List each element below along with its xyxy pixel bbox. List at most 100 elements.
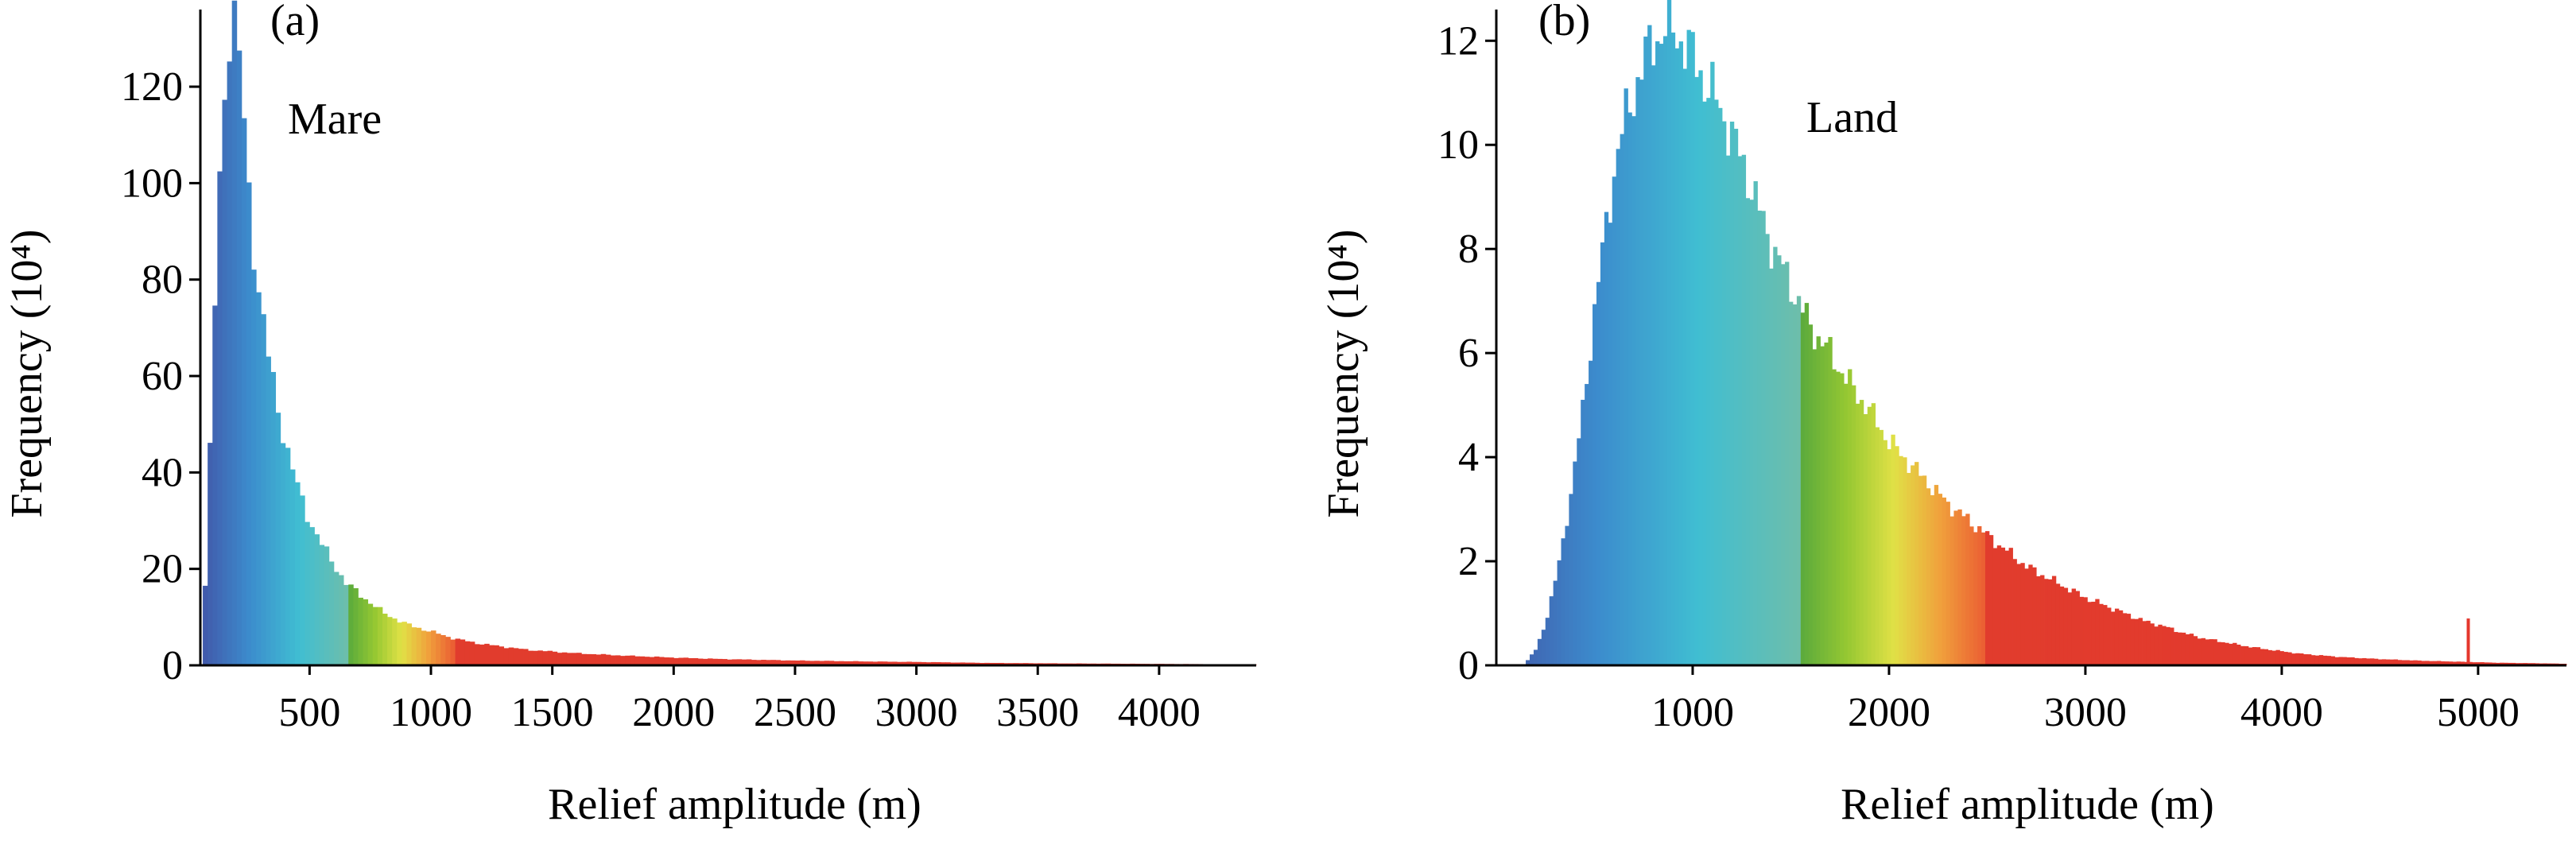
panel-a-bar bbox=[339, 576, 344, 665]
panel-a-bar bbox=[489, 645, 495, 665]
panel-b-bar bbox=[1558, 560, 1562, 665]
panel-a-bar bbox=[620, 656, 626, 665]
panel-b-bar bbox=[2311, 655, 2315, 665]
panel-b-bar bbox=[1627, 113, 1631, 666]
panel-b-bar bbox=[2158, 625, 2162, 665]
panel-a-bar bbox=[596, 654, 602, 665]
panel-a-bar bbox=[630, 656, 635, 665]
panel-a-bar bbox=[314, 534, 320, 665]
panel-b-y-axis-title: Frequency (10⁴) bbox=[1319, 229, 1368, 517]
panel-a-bar bbox=[397, 622, 402, 665]
panel-a-bar bbox=[533, 651, 538, 665]
panel-b-bar bbox=[2221, 642, 2225, 665]
panel-b-bar bbox=[2044, 579, 2048, 665]
panel-b-bar bbox=[2198, 638, 2202, 665]
panel-b-bar bbox=[2083, 597, 2087, 665]
panel-b-bar bbox=[1977, 526, 1981, 665]
panel-b-bar bbox=[2202, 638, 2206, 665]
panel-b-bar bbox=[2087, 602, 2091, 665]
panel-b-bar bbox=[1880, 430, 1884, 665]
panel-b-bar bbox=[1679, 41, 1683, 665]
panel-b-bar bbox=[1710, 62, 1714, 665]
panel-a-annotation: Mare bbox=[288, 95, 382, 144]
panel-a-bar bbox=[499, 646, 505, 665]
panel-b-y-tick-label: 12 bbox=[1437, 18, 1479, 64]
panel-a-y-tick-label: 60 bbox=[142, 354, 183, 399]
panel-b-bar bbox=[1840, 374, 1844, 665]
panel-b-bar bbox=[1577, 438, 1581, 665]
panel-b-bar bbox=[1821, 347, 1825, 665]
panel-a-bar bbox=[557, 653, 563, 665]
panel-b-bar bbox=[1907, 473, 1911, 665]
panel-a-bar bbox=[615, 655, 621, 665]
panel-b-bar bbox=[1631, 116, 1635, 665]
panel-b-bar bbox=[2143, 621, 2147, 665]
panel-b-bar bbox=[1714, 99, 1718, 665]
panel-b-bar bbox=[1915, 462, 1918, 665]
panel-b-bar bbox=[2064, 588, 2068, 665]
panel-b-bar bbox=[1738, 156, 1742, 665]
panel-b-bar bbox=[2072, 589, 2076, 665]
panel-b-bar bbox=[2283, 652, 2287, 665]
panel-b-bar bbox=[1761, 211, 1765, 665]
panel-b-bar bbox=[1702, 102, 1706, 665]
panel-a-bar bbox=[406, 623, 412, 665]
panel-b-bar bbox=[1813, 349, 1817, 665]
panel-b-bar bbox=[1596, 282, 1600, 665]
panel-a-y-tick-label: 0 bbox=[162, 643, 183, 688]
panel-b-bar bbox=[1726, 156, 1730, 665]
panel-b-bar bbox=[1953, 510, 1957, 665]
panel-a-bar bbox=[285, 448, 291, 665]
panel-b-bar bbox=[1730, 122, 1734, 665]
panel-b-bar bbox=[2052, 576, 2056, 665]
panel-b-x-tick-label: 1000 bbox=[1651, 690, 1734, 735]
panel-b-bar bbox=[1534, 649, 1538, 665]
panel-b-bar bbox=[1694, 77, 1698, 665]
panel-a-bar bbox=[528, 651, 533, 665]
panel-b-bar bbox=[2217, 642, 2221, 665]
panel-a-bar bbox=[484, 644, 490, 665]
panel-a-bar bbox=[353, 588, 359, 665]
panel-a-bar bbox=[537, 650, 543, 665]
panel-b-bar bbox=[2091, 602, 2095, 665]
panel-b-bar bbox=[2131, 619, 2135, 666]
panel-a-bar bbox=[256, 293, 262, 665]
panel-b-bar bbox=[2016, 564, 2020, 665]
panel-b-bar bbox=[1985, 531, 1989, 665]
panel-b-bar bbox=[1746, 198, 1750, 665]
panel-a-bar bbox=[625, 656, 630, 665]
panel-a-bar bbox=[586, 654, 592, 665]
panel-b-bar bbox=[1765, 234, 1769, 665]
panel-b-bar bbox=[1565, 526, 1569, 665]
panel-b-bar bbox=[2040, 576, 2044, 665]
panel-b-bar bbox=[2233, 643, 2237, 665]
panel-b-y-tick-label: 10 bbox=[1437, 122, 1479, 168]
panel-a-bar bbox=[494, 645, 499, 665]
panel-b-bar bbox=[2229, 644, 2233, 665]
panel-a-bar bbox=[417, 628, 422, 665]
panel-a-bar bbox=[208, 443, 213, 665]
panel-a-bar bbox=[382, 614, 388, 665]
panel-b-bar bbox=[1773, 247, 1777, 665]
panel-a-bar bbox=[373, 607, 378, 665]
panel-b-bar bbox=[2213, 639, 2217, 665]
panel-a-bar bbox=[431, 630, 436, 665]
panel-a-y-axis-title: Frequency (10⁴) bbox=[2, 229, 52, 517]
panel-b-bar bbox=[2291, 653, 2295, 665]
panel-b-bar bbox=[2099, 604, 2103, 665]
panel-a-x-tick-label: 500 bbox=[278, 690, 340, 735]
panel-a-bar bbox=[246, 183, 252, 666]
panel-b-bar bbox=[1675, 48, 1679, 665]
panel-b-x-tick-label: 3000 bbox=[2044, 690, 2127, 735]
panel-b-bar bbox=[2303, 654, 2307, 665]
panel-a-bar bbox=[479, 645, 485, 665]
panel-b-bar bbox=[2350, 657, 2354, 665]
panel-b-bar bbox=[2252, 647, 2256, 665]
panel-a-bar bbox=[324, 546, 330, 665]
panel-b-bar bbox=[1581, 400, 1585, 665]
panel-a-bar bbox=[251, 269, 257, 665]
panel-b-bar bbox=[2182, 633, 2186, 665]
panel-a-x-axis-title: Relief amplitude (m) bbox=[548, 780, 921, 829]
panel-a-bar bbox=[581, 654, 587, 665]
